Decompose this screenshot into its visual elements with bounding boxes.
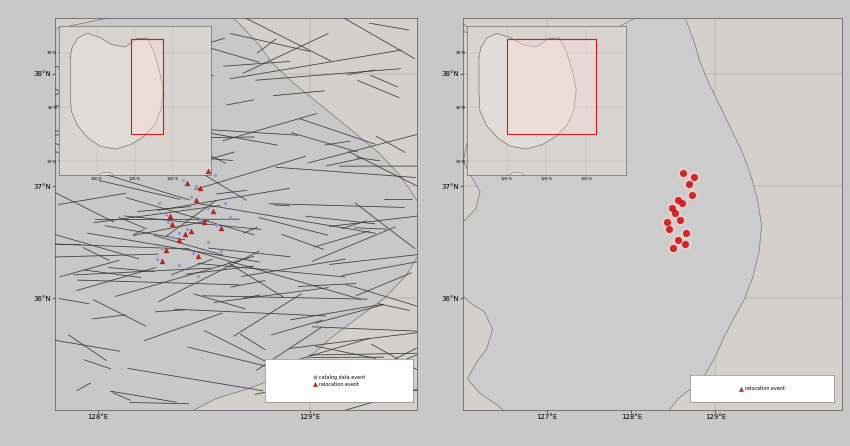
Polygon shape <box>342 0 762 446</box>
Polygon shape <box>0 0 428 446</box>
